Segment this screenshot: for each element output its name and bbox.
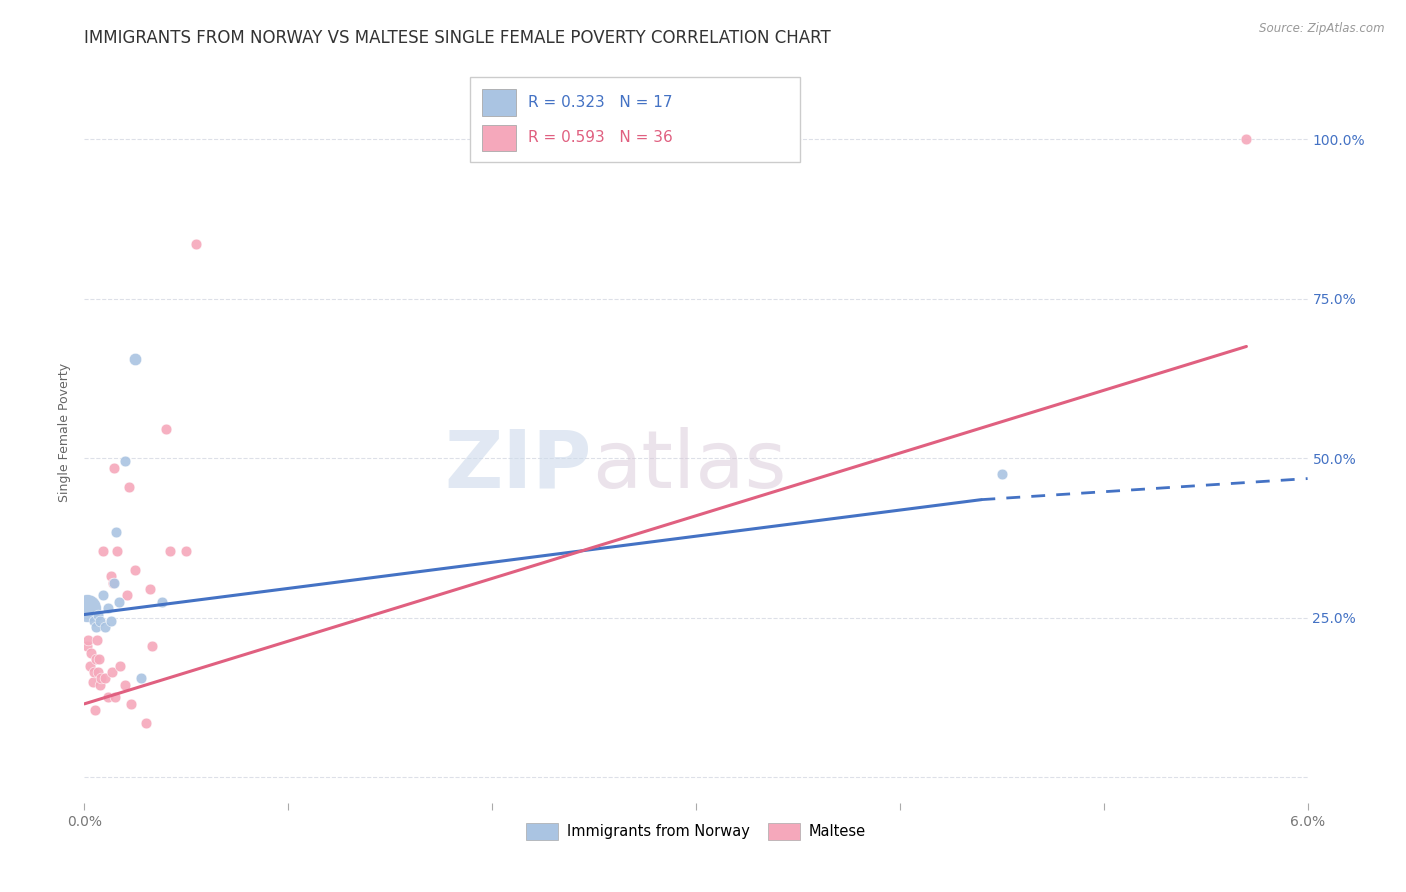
Point <box>97 690 120 705</box>
FancyBboxPatch shape <box>482 89 516 116</box>
Point <box>91 543 114 558</box>
Text: R = 0.593   N = 36: R = 0.593 N = 36 <box>529 130 673 145</box>
Point <box>138 582 160 596</box>
Point <box>77 633 100 648</box>
Point <box>1236 132 1258 146</box>
Point <box>103 575 125 590</box>
Point <box>103 460 125 475</box>
Point <box>79 658 101 673</box>
Point <box>87 652 110 666</box>
Point <box>114 454 136 468</box>
Point <box>120 697 142 711</box>
Legend: Immigrants from Norway, Maltese: Immigrants from Norway, Maltese <box>519 816 873 847</box>
Point <box>150 595 173 609</box>
Point <box>101 575 124 590</box>
Point <box>83 665 105 679</box>
Point <box>90 671 112 685</box>
Text: ZIP: ZIP <box>444 427 592 505</box>
Point <box>115 588 138 602</box>
Point <box>86 607 108 622</box>
Point <box>176 543 198 558</box>
Point <box>186 237 208 252</box>
Point <box>155 422 177 436</box>
Point <box>86 665 108 679</box>
Point <box>100 569 122 583</box>
Point <box>83 703 105 717</box>
Point <box>89 614 111 628</box>
Point <box>991 467 1014 482</box>
Point <box>118 480 141 494</box>
Text: atlas: atlas <box>592 427 786 505</box>
Point <box>135 716 157 731</box>
Point <box>76 601 98 615</box>
Point <box>104 690 127 705</box>
Point <box>104 524 127 539</box>
FancyBboxPatch shape <box>470 78 800 162</box>
Point <box>131 671 153 685</box>
Text: IMMIGRANTS FROM NORWAY VS MALTESE SINGLE FEMALE POVERTY CORRELATION CHART: IMMIGRANTS FROM NORWAY VS MALTESE SINGLE… <box>84 29 831 47</box>
Text: R = 0.323   N = 17: R = 0.323 N = 17 <box>529 95 673 110</box>
Point <box>141 640 163 654</box>
Point <box>89 678 111 692</box>
Point <box>76 640 98 654</box>
FancyBboxPatch shape <box>482 125 516 152</box>
Point <box>97 601 120 615</box>
Point <box>91 588 114 602</box>
Point <box>124 352 146 367</box>
Point <box>84 652 107 666</box>
Point <box>159 543 181 558</box>
Point <box>86 633 108 648</box>
Point <box>105 543 128 558</box>
Point <box>93 620 117 634</box>
Point <box>114 678 136 692</box>
Point <box>108 658 131 673</box>
Point <box>84 620 107 634</box>
Point <box>82 674 104 689</box>
Y-axis label: Single Female Poverty: Single Female Poverty <box>58 363 72 502</box>
Point <box>100 614 122 628</box>
Text: Source: ZipAtlas.com: Source: ZipAtlas.com <box>1260 22 1385 36</box>
Point <box>93 671 117 685</box>
Point <box>101 665 124 679</box>
Point <box>108 595 131 609</box>
Point <box>124 563 146 577</box>
Point <box>83 614 105 628</box>
Point <box>80 646 103 660</box>
